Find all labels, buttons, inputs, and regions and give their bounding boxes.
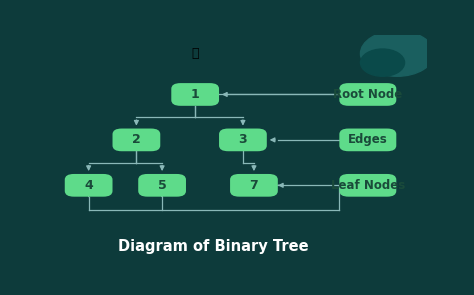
FancyBboxPatch shape bbox=[138, 174, 186, 197]
Text: 1: 1 bbox=[191, 88, 200, 101]
Text: Edges: Edges bbox=[348, 133, 388, 146]
FancyBboxPatch shape bbox=[219, 129, 267, 151]
Circle shape bbox=[360, 49, 405, 76]
FancyBboxPatch shape bbox=[230, 174, 278, 197]
Text: 4: 4 bbox=[84, 179, 93, 192]
Circle shape bbox=[360, 31, 434, 76]
FancyBboxPatch shape bbox=[65, 174, 112, 197]
Text: Root Node: Root Node bbox=[333, 88, 402, 101]
FancyBboxPatch shape bbox=[339, 83, 396, 106]
Text: 3: 3 bbox=[238, 133, 247, 146]
Text: Diagram of Binary Tree: Diagram of Binary Tree bbox=[118, 239, 309, 254]
FancyBboxPatch shape bbox=[339, 174, 396, 197]
Text: 🐼: 🐼 bbox=[191, 47, 199, 60]
FancyBboxPatch shape bbox=[339, 129, 396, 151]
FancyBboxPatch shape bbox=[171, 83, 219, 106]
Text: Leaf Nodes: Leaf Nodes bbox=[331, 179, 405, 192]
Text: 2: 2 bbox=[132, 133, 141, 146]
Text: 7: 7 bbox=[250, 179, 258, 192]
Text: 5: 5 bbox=[158, 179, 166, 192]
FancyBboxPatch shape bbox=[112, 129, 160, 151]
